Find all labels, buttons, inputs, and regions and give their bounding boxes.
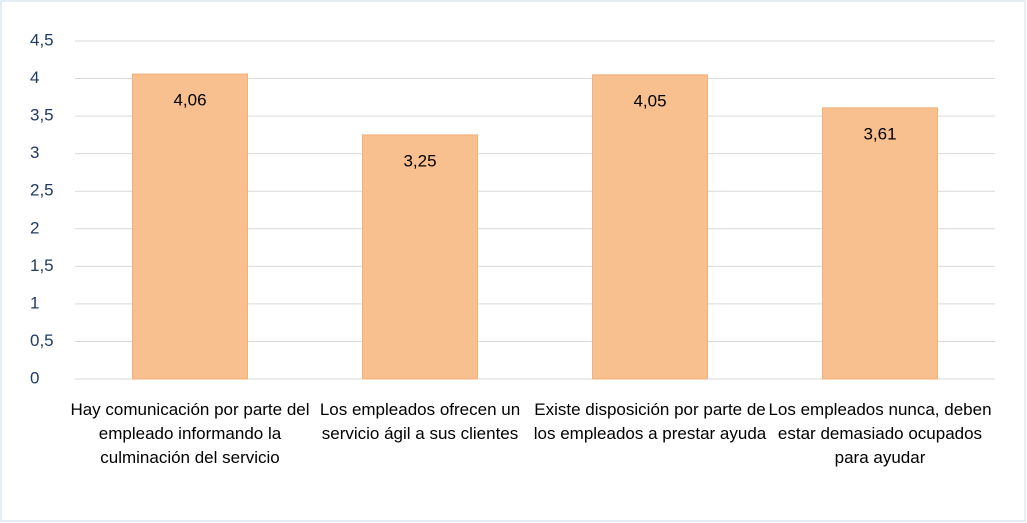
y-tick-label: 4 <box>30 68 39 87</box>
y-tick-label: 3 <box>30 143 39 162</box>
y-tick-label: 0,5 <box>30 331 54 350</box>
bar <box>132 73 248 380</box>
y-tick-label: 1 <box>30 293 39 312</box>
value-label: 3,25 <box>403 151 436 170</box>
y-tick-label: 1,5 <box>30 256 54 275</box>
value-label: 4,05 <box>633 91 666 110</box>
x-tick-label: Los empleados nunca, deben estar demasia… <box>768 400 992 467</box>
value-label: 3,61 <box>863 124 896 143</box>
x-tick-label: Hay comunicación por parte del empleado … <box>70 400 310 467</box>
bar <box>592 74 708 380</box>
y-tick-label: 4,5 <box>30 30 54 49</box>
y-tick-label: 2,5 <box>30 181 54 200</box>
x-tick-label: Existe disposición por parte de los empl… <box>533 400 767 443</box>
bar <box>822 107 938 380</box>
y-tick-label: 0 <box>30 368 39 387</box>
x-tick-label: Los empleados ofrecen un servicio ágil a… <box>319 400 521 443</box>
y-tick-label: 3,5 <box>30 106 54 125</box>
value-label: 4,06 <box>173 91 206 110</box>
y-tick-label: 2 <box>30 218 39 237</box>
bar <box>362 134 478 380</box>
